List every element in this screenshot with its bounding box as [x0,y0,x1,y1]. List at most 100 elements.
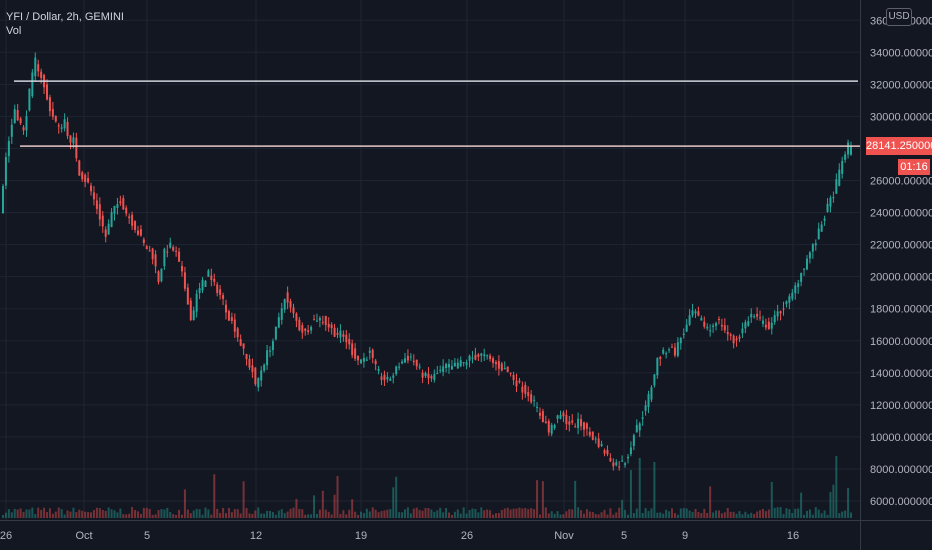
candle-body [471,357,474,359]
price-tick-label: 24000.000000 [870,208,932,220]
candle-body [307,330,310,332]
legend: YFI / Dollar, 2h, GEMINI Vol [6,10,124,38]
candle-body [104,229,107,237]
candle-body [110,212,113,227]
candle-body [433,374,436,380]
volume-bar [820,513,823,518]
candle-body [22,127,25,131]
candle-body [2,185,4,214]
candle-body [574,426,577,428]
candle-body [580,419,583,427]
volume-bar [336,476,339,518]
volume-bar [210,514,213,518]
candle-body [759,317,762,319]
volume-indicator-label[interactable]: Vol [6,25,22,37]
candle-body [304,328,307,331]
candle-body [450,365,453,370]
volume-bar [691,511,694,518]
volume-bar [81,510,84,518]
candle-body [624,463,627,465]
volume-bar [448,512,451,518]
candle-body [313,319,316,321]
candle-body [556,415,559,419]
volume-bar [547,513,550,518]
volume-bar [403,509,406,518]
volume-bar [219,513,222,518]
volume-bar [518,507,521,518]
candle-body [257,378,260,388]
volume-bar [492,514,495,518]
volume-bar [459,513,462,518]
time-tick-label: 26 [461,530,473,542]
time-tick-label: 16 [787,530,799,542]
candle-body [621,460,624,462]
candle-body [436,373,439,375]
candle-body [292,307,295,314]
candle-body [577,418,580,429]
candle-body [415,359,418,367]
volume-bar [318,509,321,518]
volume-bar [471,508,474,518]
candle-body [321,321,324,323]
volume-bar [46,512,49,518]
volume-bar [676,514,679,518]
candle-body [401,361,404,364]
candle-body [318,317,321,321]
time-tick-label: 5 [621,530,627,542]
candle-body [530,394,533,403]
candle-body [398,366,401,368]
candle-body [180,265,183,272]
currency-badge[interactable]: USD [886,8,912,26]
candle-body [139,229,142,236]
candle-body [274,326,277,340]
volume-bar [559,514,562,518]
candle-body [738,336,741,339]
candle-body [492,358,495,364]
volume-bar [682,508,685,518]
volume-bar [450,514,453,518]
candle-body [248,358,251,368]
volume-bar [57,507,60,518]
candle-body [333,327,336,337]
candle-body [732,335,735,344]
volume-bar [829,492,832,518]
volume-bar [113,510,116,518]
candle-body [90,185,93,192]
candle-body [131,214,134,226]
volume-bar [330,514,333,518]
volume-bar [835,456,838,518]
volume-bar [34,514,37,518]
price-tick-label: 22000.000000 [870,240,932,252]
candle-body [850,146,852,155]
volume-bar [697,511,700,518]
volume-bar [753,514,756,518]
candle-body [13,109,16,124]
volume-bar [603,509,606,518]
candle-body [54,115,57,122]
candle-body [688,315,691,325]
candle-body [280,308,283,320]
volume-bar [462,507,465,518]
volume-bar [286,511,289,518]
volume-bar [773,507,776,518]
candle-body [225,304,228,313]
candle-body [192,310,195,320]
candle-body [729,334,732,336]
volume-bar [131,507,134,518]
volume-bar [69,511,72,518]
time-tick-label: Nov [554,530,574,542]
candle-body [230,317,233,321]
candle-body [785,301,788,305]
symbol-title[interactable]: YFI / Dollar, 2h, GEMINI [6,11,124,23]
volume-bar [776,507,779,518]
volume-bar [439,507,442,518]
volume-bar [43,507,46,518]
volume-bar [110,509,113,518]
candle-body [128,216,131,219]
candle-body [838,169,841,186]
candle-body [483,354,486,357]
volume-bar [401,512,404,518]
volume-bar [339,514,342,518]
volume-bar [553,513,556,518]
